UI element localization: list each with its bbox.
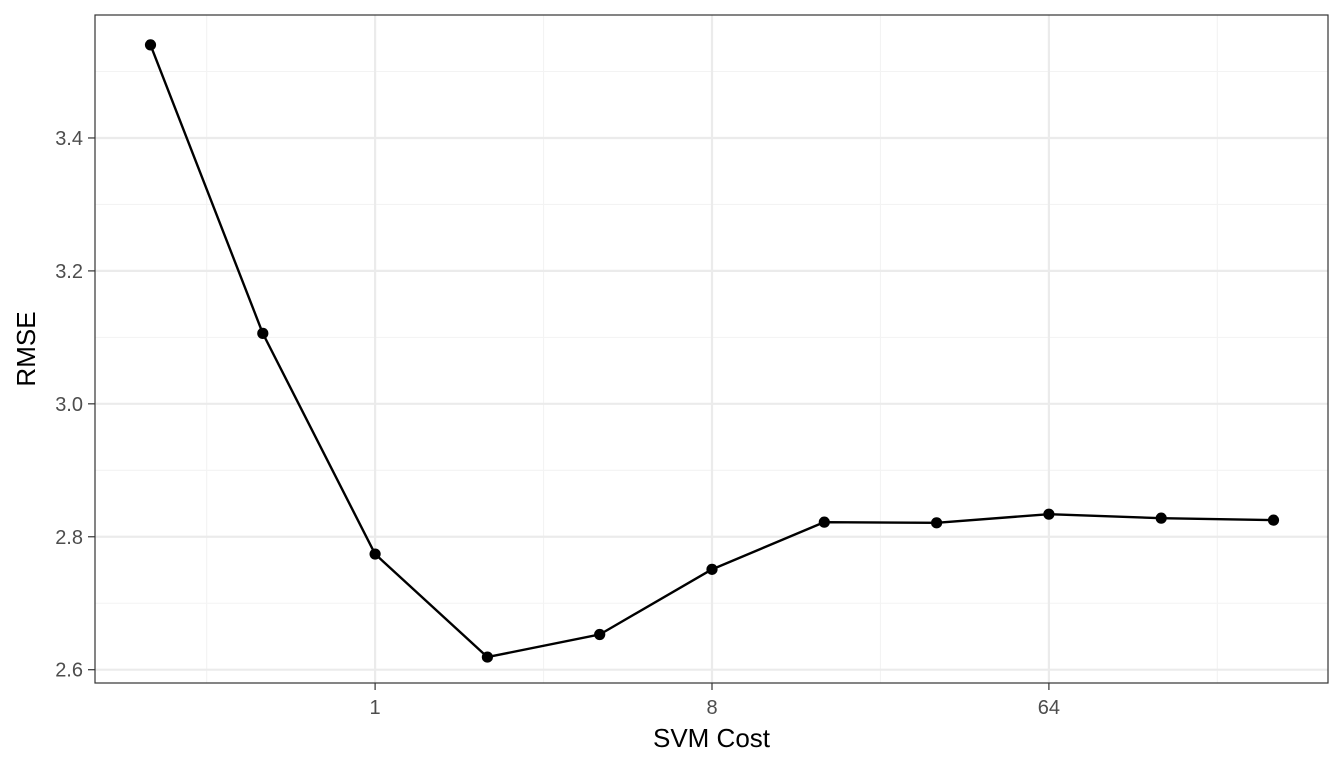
y-tick-label: 3.0 <box>55 394 83 416</box>
data-point <box>369 548 381 560</box>
y-tick-label: 3.4 <box>55 128 83 150</box>
data-point <box>818 516 830 528</box>
data-series <box>144 39 1280 663</box>
y-axis-ticks: 2.6 2.8 3.0 3.2 3.4 <box>55 128 95 682</box>
data-point <box>144 39 157 51</box>
major-gridlines <box>95 15 1328 683</box>
x-axis-ticks: 1 8 64 <box>370 683 1060 719</box>
data-point <box>1267 514 1280 526</box>
y-tick-label: 2.8 <box>55 527 83 549</box>
x-tick-label: 1 <box>370 697 381 719</box>
data-point <box>931 517 943 529</box>
y-tick-label: 3.2 <box>55 261 83 283</box>
data-point <box>594 628 606 641</box>
data-point <box>481 651 493 663</box>
x-tick-label: 64 <box>1038 697 1060 719</box>
data-point <box>257 327 269 339</box>
y-axis-title: RMSE <box>11 311 41 386</box>
data-point <box>1155 512 1167 524</box>
y-tick-label: 2.6 <box>55 660 83 682</box>
data-point <box>706 563 718 575</box>
x-axis-title: SVM Cost <box>653 723 771 753</box>
data-point <box>1043 508 1055 520</box>
x-tick-label: 8 <box>706 697 717 719</box>
